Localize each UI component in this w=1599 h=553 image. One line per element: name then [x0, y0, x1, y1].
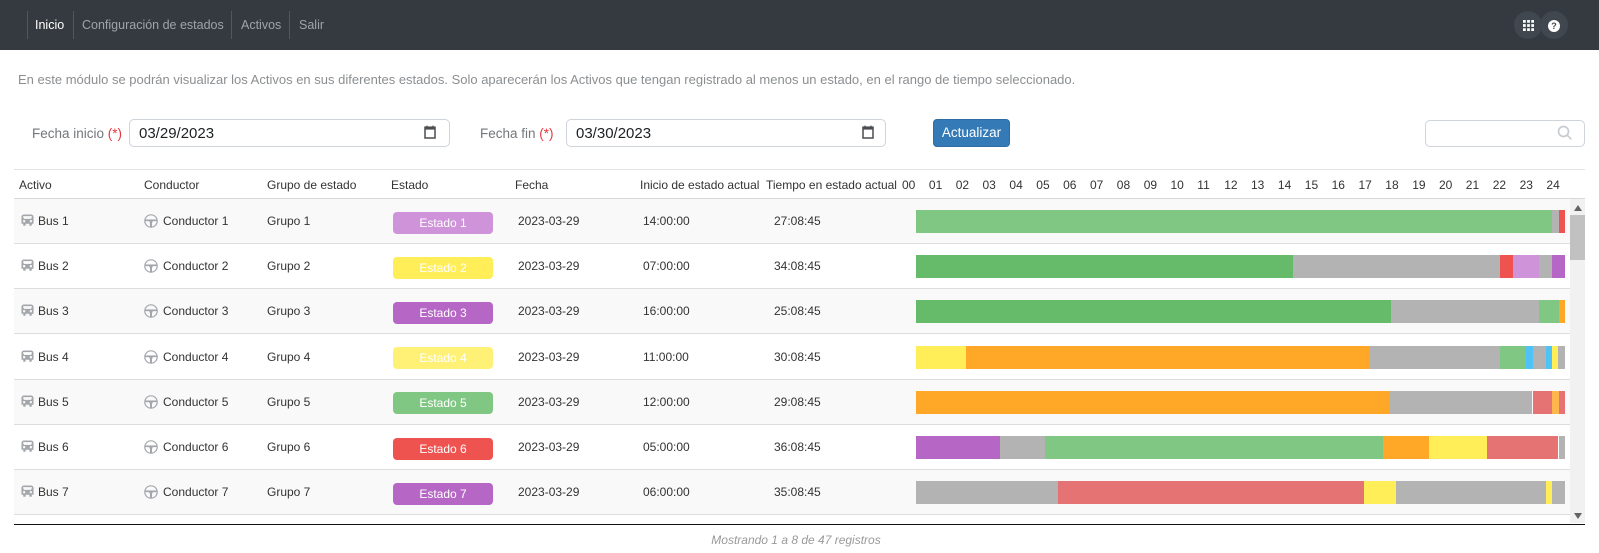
svg-text:?: ?: [1551, 21, 1557, 31]
